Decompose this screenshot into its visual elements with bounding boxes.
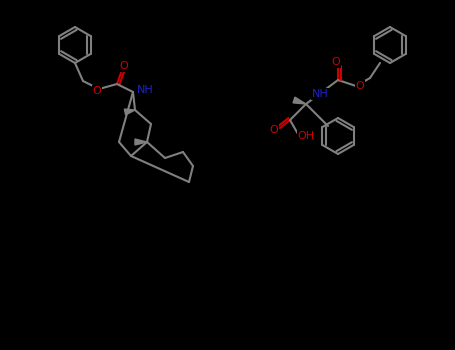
Text: NH: NH (137, 85, 154, 95)
Text: NH: NH (312, 89, 329, 99)
Polygon shape (135, 139, 147, 145)
Text: O: O (270, 125, 278, 135)
Text: OH: OH (298, 131, 314, 141)
Polygon shape (293, 97, 306, 104)
Text: O: O (120, 61, 128, 71)
Text: O: O (332, 57, 340, 67)
Text: O: O (356, 81, 364, 91)
Text: O: O (93, 86, 101, 96)
Polygon shape (124, 109, 135, 115)
